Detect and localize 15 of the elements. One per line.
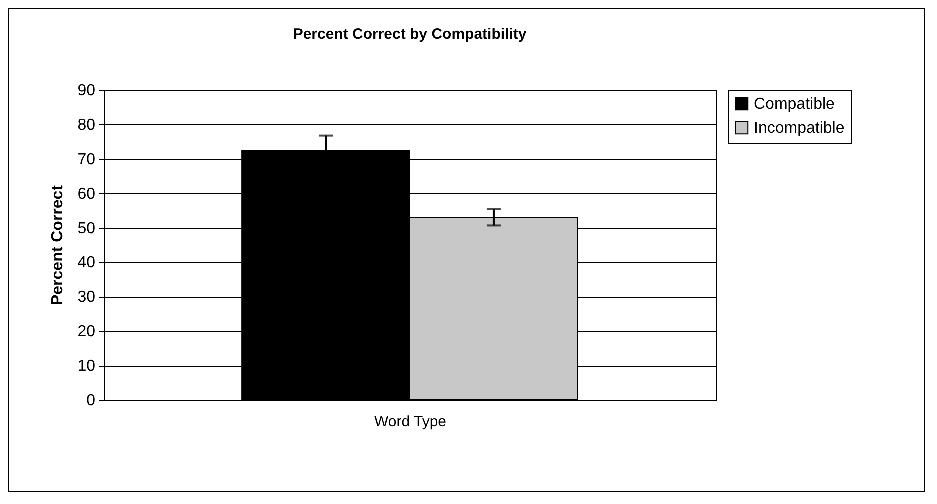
y-tick-label: 20 bbox=[78, 324, 96, 341]
y-tick-label: 30 bbox=[78, 289, 96, 306]
y-tick-label: 10 bbox=[78, 358, 96, 376]
legend-label: Compatible bbox=[754, 96, 836, 113]
chart-title: Percent Correct by Compatibility bbox=[293, 26, 528, 43]
y-axis-title: Percent Correct bbox=[50, 184, 67, 306]
y-tick-label: 80 bbox=[78, 116, 96, 134]
y-tick-label: 70 bbox=[78, 151, 96, 168]
y-tick-label: 90 bbox=[78, 82, 96, 100]
y-tick-label: 40 bbox=[78, 254, 96, 272]
x-axis-title: Word Type bbox=[374, 414, 446, 430]
legend-label: Incompatible bbox=[754, 120, 845, 137]
y-tick-label: 50 bbox=[78, 220, 96, 238]
y-tick-label: 60 bbox=[78, 186, 96, 203]
y-tick-label: 0 bbox=[86, 392, 96, 410]
